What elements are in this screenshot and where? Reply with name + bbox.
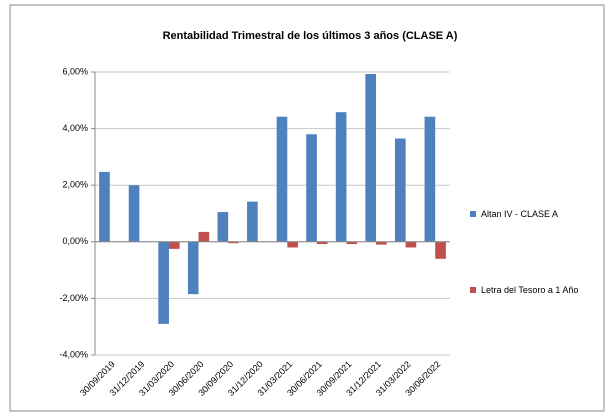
bar (158, 241, 169, 324)
y-tick-label: 4,00% (62, 123, 88, 133)
y-tick-label: -4,00% (59, 349, 88, 359)
bar (435, 241, 446, 259)
legend-key (470, 211, 476, 217)
y-tick-label: 6,00% (62, 66, 88, 76)
bar (228, 241, 239, 244)
bar (394, 138, 406, 242)
chart-title: Rentabilidad Trimestral de los últimos 3… (163, 30, 458, 42)
bar (217, 212, 229, 242)
bar (346, 241, 358, 245)
legend-label: Letra del Tesoro a 1 Año (481, 285, 579, 295)
legend-key (470, 287, 476, 293)
bar (306, 134, 317, 242)
bar (168, 241, 180, 249)
bar (247, 201, 258, 242)
bar (276, 116, 288, 242)
bar (335, 112, 347, 242)
bar (424, 116, 436, 242)
bar (365, 73, 377, 242)
bar (99, 171, 110, 242)
bar (405, 241, 417, 248)
bar (316, 241, 328, 245)
bar (187, 241, 199, 295)
bar (128, 185, 140, 242)
y-tick-label: 2,00% (62, 180, 88, 190)
legend-label: Altan IV - CLASE A (481, 209, 559, 219)
y-tick-label: -2,00% (59, 293, 88, 303)
bar (198, 231, 210, 242)
bar (287, 241, 298, 248)
y-tick-label: 0,00% (62, 236, 88, 246)
bar (376, 241, 387, 245)
